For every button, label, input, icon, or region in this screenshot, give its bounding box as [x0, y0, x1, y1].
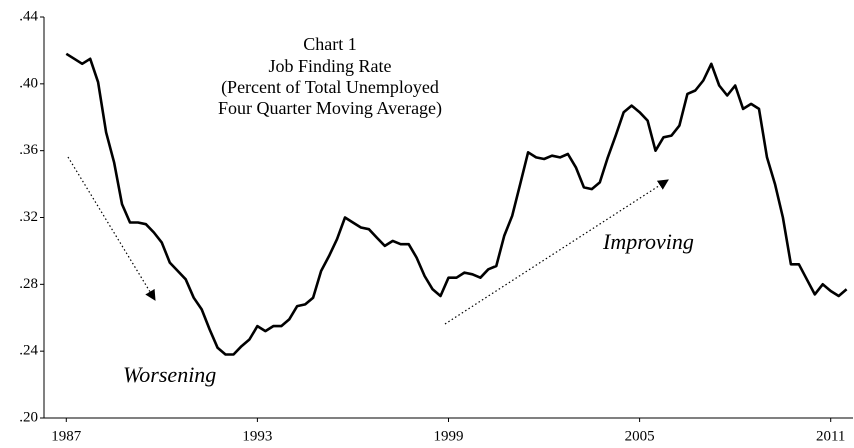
worsening-arrow — [67, 156, 156, 301]
x-tick-label: 1987 — [51, 428, 82, 444]
data-line — [65, 52, 848, 356]
x-tick-label: 2005 — [625, 428, 655, 444]
y-tick-label: .40 — [19, 75, 38, 91]
y-tick-label: .20 — [19, 409, 38, 425]
chart-title: Job Finding Rate — [268, 56, 391, 76]
chart-title: Four Quarter Moving Average) — [218, 98, 442, 119]
annotation: Improving — [602, 229, 694, 254]
y-tick-label: .36 — [19, 142, 38, 158]
annotation: Worsening — [123, 362, 216, 387]
y-tick-label: .24 — [19, 343, 38, 359]
x-tick-label: 1993 — [242, 428, 272, 444]
x-tick-label: 1999 — [434, 428, 464, 444]
y-tick-label: .44 — [19, 8, 38, 24]
y-tick-label: .28 — [19, 276, 38, 292]
x-tick-label: 2011 — [816, 428, 845, 444]
chart-title: Chart 1 — [303, 34, 357, 54]
y-tick-label: .32 — [19, 209, 38, 225]
improving-arrow — [444, 179, 669, 325]
chart-title: (Percent of Total Unemployed — [221, 77, 439, 98]
